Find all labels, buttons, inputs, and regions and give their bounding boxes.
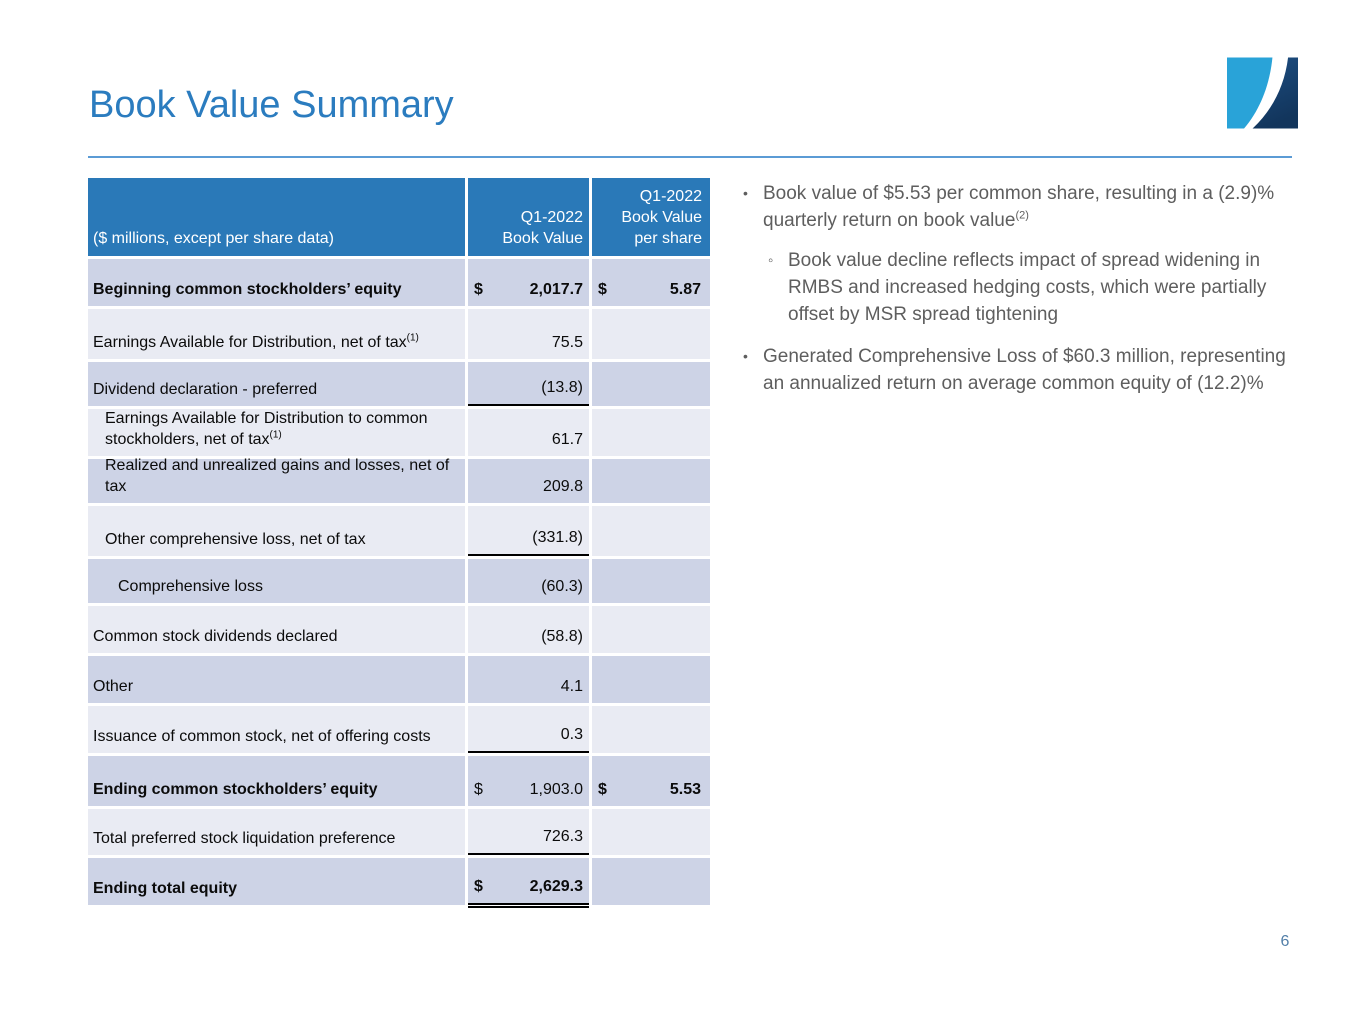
value-number: 2,017.7 xyxy=(529,281,583,298)
value-number: 61.7 xyxy=(551,431,583,448)
dollar-sign: $ xyxy=(598,781,607,798)
row-value-book-value: 0.3 xyxy=(468,706,589,753)
bullet-text: Book value of $5.53 per common share, re… xyxy=(763,183,1275,231)
bullet-text: Generated Comprehensive Loss of $60.3 mi… xyxy=(763,346,1286,394)
row-value-per-share: $ 5.53 xyxy=(592,756,710,806)
row-label: Beginning common stockholders’ equity xyxy=(88,259,465,306)
dollar-sign: $ xyxy=(474,878,483,895)
row-value-book-value: 726.3 xyxy=(468,809,589,855)
row-value-book-value: $ 1,903.0 xyxy=(468,756,589,806)
bullet-item: • Generated Comprehensive Loss of $60.3 … xyxy=(740,343,1296,397)
logo-light-blue-shape xyxy=(1227,57,1273,129)
row-label: Dividend declaration - preferred xyxy=(88,362,465,406)
row-value-book-value: (13.8) xyxy=(468,362,589,406)
row-label: Realized and unrealized gains and losses… xyxy=(88,457,465,503)
row-label: Total preferred stock liquidation prefer… xyxy=(88,809,465,855)
table-header-units: ($ millions, except per share data) xyxy=(88,178,465,256)
sub-bullet-item: ◦ Book value decline reflects impact of … xyxy=(765,247,1296,328)
table-header-book-value-per-share: Q1-2022 Book Value per share xyxy=(592,178,710,256)
value-number: 726.3 xyxy=(542,828,583,845)
page-number: 6 xyxy=(1280,933,1290,950)
row-value-per-share xyxy=(592,809,710,855)
row-value-per-share xyxy=(592,409,710,456)
value-number: 0.3 xyxy=(560,726,583,743)
row-value-book-value: (60.3) xyxy=(468,559,589,603)
table-header-book-value: Q1-2022 Book Value xyxy=(468,178,589,256)
value-number: 5.87 xyxy=(669,281,701,298)
row-value-book-value: 4.1 xyxy=(468,656,589,703)
row-value-per-share xyxy=(592,506,710,556)
value-number: (58.8) xyxy=(541,628,583,645)
dollar-sign: $ xyxy=(598,281,607,298)
value-number: 209.8 xyxy=(542,478,583,495)
row-value-per-share xyxy=(592,362,710,406)
row-label: Issuance of common stock, net of offerin… xyxy=(88,706,465,753)
value-number: 5.53 xyxy=(669,781,701,798)
value-number: (13.8) xyxy=(541,379,583,396)
row-value-book-value: $ 2,629.3 xyxy=(468,858,589,908)
row-value-book-value: (331.8) xyxy=(468,506,589,556)
footnote-ref: (1) xyxy=(269,429,282,441)
row-value-book-value: (58.8) xyxy=(468,606,589,653)
row-label: Ending common stockholders’ equity xyxy=(88,756,465,806)
row-value-per-share xyxy=(592,858,710,905)
row-value-per-share xyxy=(592,656,710,703)
commentary-panel: • Book value of $5.53 per common share, … xyxy=(740,180,1296,397)
row-value-per-share xyxy=(592,706,710,753)
bullet-circle-icon: ◦ xyxy=(768,252,774,269)
title-divider-line xyxy=(88,156,1292,158)
row-value-per-share: $ 5.87 xyxy=(592,259,710,306)
row-label: Earnings Available for Distribution to c… xyxy=(88,409,465,456)
value-number: 75.5 xyxy=(551,334,583,351)
row-label: Ending total equity xyxy=(88,858,465,905)
row-value-book-value: $ 2,017.7 xyxy=(468,259,589,306)
row-value-book-value: 61.7 xyxy=(468,409,589,456)
slide-title: Book Value Summary xyxy=(89,84,454,126)
bullet-dot-icon: • xyxy=(743,348,748,364)
dollar-sign: $ xyxy=(474,781,483,798)
row-label: Earnings Available for Distribution, net… xyxy=(88,309,465,359)
footnote-ref: (1) xyxy=(406,332,419,344)
logo-navy-shape xyxy=(1252,57,1298,129)
row-value-book-value: 209.8 xyxy=(468,459,589,503)
dollar-sign: $ xyxy=(474,281,483,298)
row-value-per-share xyxy=(592,459,710,503)
row-value-per-share xyxy=(592,606,710,653)
value-number: (331.8) xyxy=(532,529,583,546)
row-value-book-value: 75.5 xyxy=(468,309,589,359)
sub-bullet-text: Book value decline reflects impact of sp… xyxy=(788,250,1267,325)
bullet-dot-icon: • xyxy=(743,185,748,201)
footnote-ref: (2) xyxy=(1015,209,1029,222)
row-label: Comprehensive loss xyxy=(88,559,465,603)
company-logo xyxy=(1227,57,1298,129)
row-label: Other xyxy=(88,656,465,703)
book-value-table: ($ millions, except per share data) Q1-2… xyxy=(88,178,710,908)
row-value-per-share xyxy=(592,559,710,603)
row-value-per-share xyxy=(592,309,710,359)
value-number: 1,903.0 xyxy=(529,781,583,798)
row-label: Common stock dividends declared xyxy=(88,606,465,653)
bullet-item: • Book value of $5.53 per common share, … xyxy=(740,180,1296,234)
value-number: (60.3) xyxy=(541,578,583,595)
row-label: Other comprehensive loss, net of tax xyxy=(88,506,465,556)
value-number: 2,629.3 xyxy=(529,878,583,895)
value-number: 4.1 xyxy=(560,678,583,695)
